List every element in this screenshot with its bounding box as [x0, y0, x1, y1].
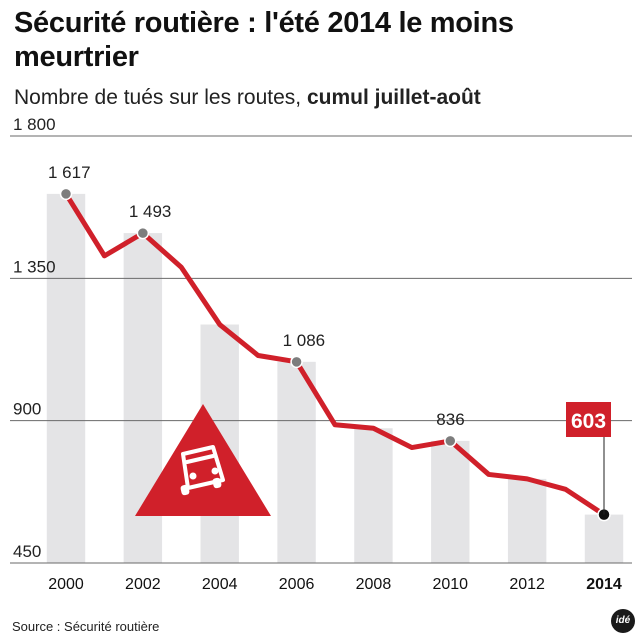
data-label-2010: 836 [436, 410, 464, 429]
y-tick-label: 1 800 [13, 115, 56, 134]
x-tick-label: 2000 [48, 576, 84, 593]
year-column-2010 [431, 440, 470, 563]
subtitle-text: Nombre de tués sur les routes, [14, 86, 307, 109]
car-warning-triangle-icon [135, 404, 271, 516]
year-column-2012 [507, 478, 547, 563]
data-point-markers [59, 187, 611, 522]
data-point-2010 [444, 434, 457, 448]
year-column-2014 [584, 514, 624, 563]
x-tick-label: 2006 [279, 576, 315, 593]
highlight-value-label: 603 [571, 410, 606, 433]
y-tick-label: 1 350 [13, 257, 56, 276]
y-axis-labels: 1 800 1 350 900 450 [13, 115, 56, 561]
subtitle-bold-text: cumul juillet-août [306, 86, 481, 109]
data-labels: 1 617 1 493 1 086 836 603 [48, 163, 611, 515]
x-tick-label: 2002 [125, 576, 161, 593]
data-point-2006 [290, 355, 303, 369]
gridlines [10, 135, 632, 564]
data-point-2002 [136, 226, 150, 240]
chart-subtitle: Nombre de tués sur les routes, cumul jui… [14, 86, 481, 110]
x-tick-label: 2008 [356, 576, 392, 593]
x-tick-label: 2004 [202, 576, 238, 593]
series-line-group [63, 191, 607, 518]
x-axis-labels: 2000 2002 2004 2006 2008 2010 2012 2014 [48, 576, 622, 593]
highlight-box [566, 402, 611, 437]
chart-title: Sécurité routière : l'été 2014 le moins … [14, 7, 514, 73]
year-column-2006 [277, 361, 316, 563]
source-note: Source : Sécurité routière [12, 619, 160, 634]
year-columns [46, 193, 624, 564]
x-tick-label: 2014 [586, 576, 622, 593]
y-tick-label: 900 [13, 400, 41, 419]
data-label-2006: 1 086 [283, 331, 326, 350]
year-column-2008 [354, 428, 393, 563]
x-tick-label: 2010 [432, 576, 468, 593]
year-column-2000 [46, 193, 86, 564]
publisher-logo: idé [611, 609, 635, 633]
y-tick-label: 450 [13, 542, 41, 561]
data-label-2000: 1 617 [48, 163, 91, 182]
data-label-2002: 1 493 [129, 202, 172, 221]
x-tick-label: 2012 [509, 576, 545, 593]
data-point-2000 [59, 187, 73, 201]
series-line [63, 191, 607, 518]
